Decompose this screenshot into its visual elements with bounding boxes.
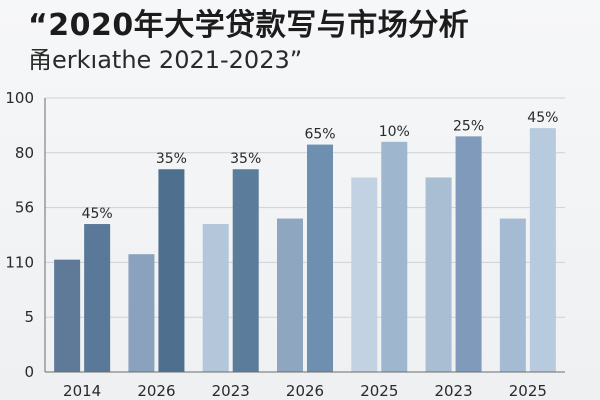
- data-label: 25%: [453, 118, 484, 134]
- x-tick-label: 2025: [509, 382, 547, 400]
- bar: [158, 169, 184, 372]
- bar: [84, 224, 110, 372]
- bar: [426, 177, 452, 372]
- bar: [381, 142, 407, 372]
- bar: [351, 177, 377, 372]
- data-label: 35%: [230, 151, 261, 167]
- data-label: 45%: [527, 110, 558, 126]
- bar: [456, 136, 482, 372]
- y-tick-label: 0: [24, 363, 34, 381]
- data-label: 45%: [82, 206, 113, 222]
- bar: [233, 169, 259, 372]
- x-tick-label: 2026: [286, 382, 324, 400]
- bar: [530, 128, 556, 372]
- data-label: 35%: [156, 151, 187, 167]
- bar: [128, 254, 154, 372]
- bar: [500, 219, 526, 372]
- data-label: 65%: [304, 127, 335, 143]
- bars: [54, 128, 556, 372]
- bar: [54, 260, 80, 372]
- data-label: 10%: [379, 124, 410, 140]
- y-tick-label: 5: [24, 308, 34, 326]
- y-tick-label: 100: [5, 89, 34, 107]
- y-tick-label: 110: [5, 253, 34, 271]
- bar: [277, 219, 303, 372]
- bar: [203, 224, 229, 372]
- x-tick-label: 2023: [434, 382, 472, 400]
- y-tick-label: 56: [15, 199, 34, 217]
- x-tick-label: 2023: [212, 382, 250, 400]
- x-tick-label: 2026: [137, 382, 175, 400]
- bar: [307, 145, 333, 372]
- x-tick-label: 2014: [63, 382, 101, 400]
- y-tick-label: 80: [15, 144, 34, 162]
- x-tick-label: 2025: [360, 382, 398, 400]
